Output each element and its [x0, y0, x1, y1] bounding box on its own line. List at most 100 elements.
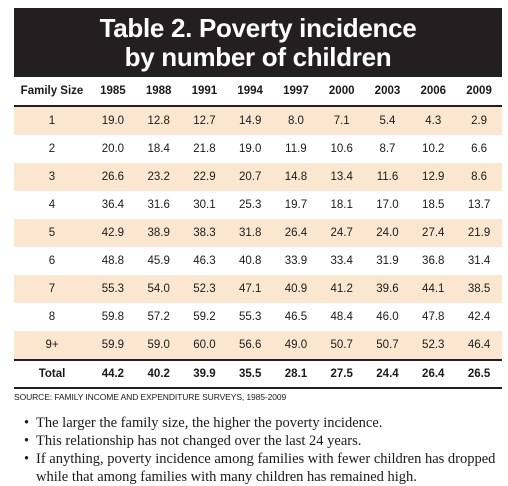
incidence-cell: 40.9	[273, 275, 319, 303]
incidence-cell: 52.3	[181, 275, 228, 303]
family-size-cell: 4	[14, 191, 90, 219]
incidence-cell: 48.8	[90, 247, 136, 275]
poverty-table-figure: Table 2. Poverty incidence by number of …	[14, 8, 502, 486]
incidence-cell: 36.8	[410, 247, 457, 275]
total-cell: 44.2	[90, 359, 136, 389]
family-size-cell: 1	[14, 106, 90, 135]
incidence-cell: 46.5	[273, 303, 319, 331]
total-cell: 35.5	[227, 359, 274, 389]
incidence-cell: 56.6	[227, 331, 274, 360]
incidence-cell: 20.0	[90, 135, 136, 163]
family-size-cell: 3	[14, 163, 90, 191]
column-header: 2006	[410, 77, 457, 107]
column-header: 1997	[273, 77, 319, 107]
incidence-cell: 59.2	[181, 303, 228, 331]
bullet-icon: •	[24, 451, 30, 467]
incidence-cell: 55.3	[90, 275, 136, 303]
incidence-cell: 46.4	[456, 331, 502, 360]
table-row: 2 20.0 18.4 21.8 19.0 11.9 10.6 8.7 10.2 6.6	[14, 135, 502, 163]
incidence-cell: 8.7	[364, 135, 411, 163]
incidence-cell: 17.0	[364, 191, 411, 219]
note-item: • If anything, poverty incidence among f…	[24, 450, 502, 486]
incidence-cell: 19.0	[90, 106, 136, 135]
source-note: SOURCE: FAMILY INCOME AND EXPENDITURE SU…	[14, 392, 287, 402]
total-cell: 28.1	[273, 359, 319, 389]
incidence-cell: 11.9	[273, 135, 319, 163]
total-cell: 40.2	[135, 359, 182, 389]
table-row: 6 48.8 45.9 46.3 40.8 33.9 33.4 31.9 36.8 31.4	[14, 247, 502, 275]
incidence-cell: 30.1	[181, 191, 228, 219]
incidence-cell: 14.8	[273, 163, 319, 191]
incidence-cell: 4.3	[410, 106, 457, 135]
incidence-cell: 42.9	[90, 219, 136, 247]
incidence-cell: 10.2	[410, 135, 457, 163]
incidence-cell: 38.3	[181, 219, 228, 247]
incidence-cell: 12.7	[181, 106, 228, 135]
family-size-cell: 5	[14, 219, 90, 247]
table-row: 9+ 59.9 59.0 60.0 56.6 49.0 50.7 50.7 52.3 46.4	[14, 331, 502, 360]
incidence-cell: 47.8	[410, 303, 457, 331]
incidence-cell: 11.6	[364, 163, 411, 191]
incidence-cell: 59.8	[90, 303, 136, 331]
column-header: 2009	[456, 77, 502, 107]
table-row: 5 42.9 38.9 38.3 31.8 26.4 24.7 24.0 27.4 21.9	[14, 219, 502, 247]
incidence-cell: 47.1	[227, 275, 274, 303]
column-header: 2000	[318, 77, 365, 107]
incidence-cell: 48.4	[318, 303, 365, 331]
table-row: 1 19.0 12.8 12.7 14.9 8.0 7.1 5.4 4.3 2.9	[14, 106, 502, 135]
table-title: Table 2. Poverty incidence by number of …	[14, 8, 502, 77]
incidence-cell: 42.4	[456, 303, 502, 331]
note-item: • The larger the family size, the higher…	[24, 414, 502, 432]
incidence-cell: 21.9	[456, 219, 502, 247]
incidence-cell: 6.6	[456, 135, 502, 163]
incidence-cell: 27.4	[410, 219, 457, 247]
incidence-cell: 12.9	[410, 163, 457, 191]
incidence-cell: 24.7	[318, 219, 365, 247]
incidence-cell: 54.0	[135, 275, 182, 303]
table-header-row: Family Size 1985 1988 1991 1994 1997 200…	[14, 77, 502, 107]
total-label-cell: Total	[14, 359, 90, 389]
column-header: 1991	[181, 77, 228, 107]
incidence-cell: 13.4	[318, 163, 365, 191]
incidence-cell: 50.7	[318, 331, 365, 360]
incidence-cell: 21.8	[181, 135, 228, 163]
column-header: 2003	[364, 77, 411, 107]
total-row: Total 44.2 40.2 39.9 35.5 28.1 27.5 24.4 26.4 26.…	[14, 359, 502, 389]
incidence-cell: 50.7	[364, 331, 411, 360]
incidence-cell: 22.9	[181, 163, 228, 191]
note-text: This relationship has not changed over t…	[36, 433, 362, 449]
incidence-cell: 18.1	[318, 191, 365, 219]
incidence-cell: 10.6	[318, 135, 365, 163]
incidence-cell: 39.6	[364, 275, 411, 303]
incidence-cell: 33.9	[273, 247, 319, 275]
total-cell: 24.4	[364, 359, 411, 389]
incidence-cell: 8.6	[456, 163, 502, 191]
bullet-icon: •	[24, 415, 30, 431]
incidence-cell: 46.0	[364, 303, 411, 331]
incidence-cell: 13.7	[456, 191, 502, 219]
note-item: • This relationship has not changed over…	[24, 432, 502, 450]
notes-list: • The larger the family size, the higher…	[14, 414, 502, 486]
incidence-cell: 31.4	[456, 247, 502, 275]
incidence-cell: 7.1	[318, 106, 365, 135]
incidence-cell: 19.0	[227, 135, 274, 163]
table-title-line-1: Table 2. Poverty incidence	[99, 12, 417, 43]
incidence-cell: 57.2	[135, 303, 182, 331]
incidence-cell: 26.4	[273, 219, 319, 247]
total-cell: 27.5	[318, 359, 365, 389]
incidence-cell: 36.4	[90, 191, 136, 219]
incidence-cell: 46.3	[181, 247, 228, 275]
family-size-cell: 6	[14, 247, 90, 275]
table-row: 3 26.6 23.2 22.9 20.7 14.8 13.4 11.6 12.9 8.6	[14, 163, 502, 191]
family-size-cell: 2	[14, 135, 90, 163]
family-size-cell: 8	[14, 303, 90, 331]
incidence-cell: 18.4	[135, 135, 182, 163]
incidence-cell: 26.6	[90, 163, 136, 191]
incidence-cell: 52.3	[410, 331, 457, 360]
incidence-cell: 19.7	[273, 191, 319, 219]
table-row: 8 59.8 57.2 59.2 55.3 46.5 48.4 46.0 47.8 42.4	[14, 303, 502, 331]
column-header: Family Size	[14, 77, 90, 107]
incidence-cell: 60.0	[181, 331, 228, 360]
incidence-cell: 5.4	[364, 106, 411, 135]
incidence-cell: 33.4	[318, 247, 365, 275]
